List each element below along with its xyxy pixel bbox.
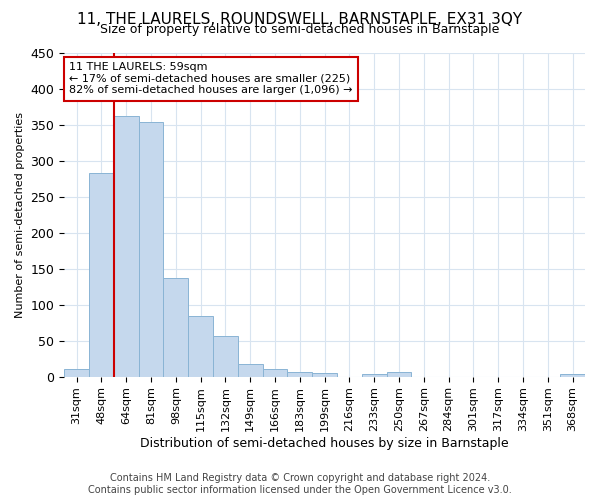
Bar [139, 122, 163, 376]
X-axis label: Distribution of semi-detached houses by size in Barnstaple: Distribution of semi-detached houses by … [140, 437, 509, 450]
Text: Contains HM Land Registry data © Crown copyright and database right 2024.
Contai: Contains HM Land Registry data © Crown c… [88, 474, 512, 495]
Bar [89, 173, 114, 376]
Text: Size of property relative to semi-detached houses in Barnstaple: Size of property relative to semi-detach… [100, 22, 500, 36]
Bar [114, 116, 139, 376]
Bar [287, 372, 312, 376]
Bar [188, 316, 213, 376]
Text: 11 THE LAURELS: 59sqm
← 17% of semi-detached houses are smaller (225)
82% of sem: 11 THE LAURELS: 59sqm ← 17% of semi-deta… [70, 62, 353, 96]
Bar [560, 374, 585, 376]
Bar [386, 372, 412, 376]
Text: 11, THE LAURELS, ROUNDSWELL, BARNSTAPLE, EX31 3QY: 11, THE LAURELS, ROUNDSWELL, BARNSTAPLE,… [77, 12, 523, 28]
Bar [213, 336, 238, 376]
Y-axis label: Number of semi-detached properties: Number of semi-detached properties [15, 112, 25, 318]
Bar [64, 370, 89, 376]
Bar [238, 364, 263, 376]
Bar [163, 278, 188, 376]
Bar [263, 370, 287, 376]
Bar [312, 373, 337, 376]
Bar [362, 374, 386, 376]
